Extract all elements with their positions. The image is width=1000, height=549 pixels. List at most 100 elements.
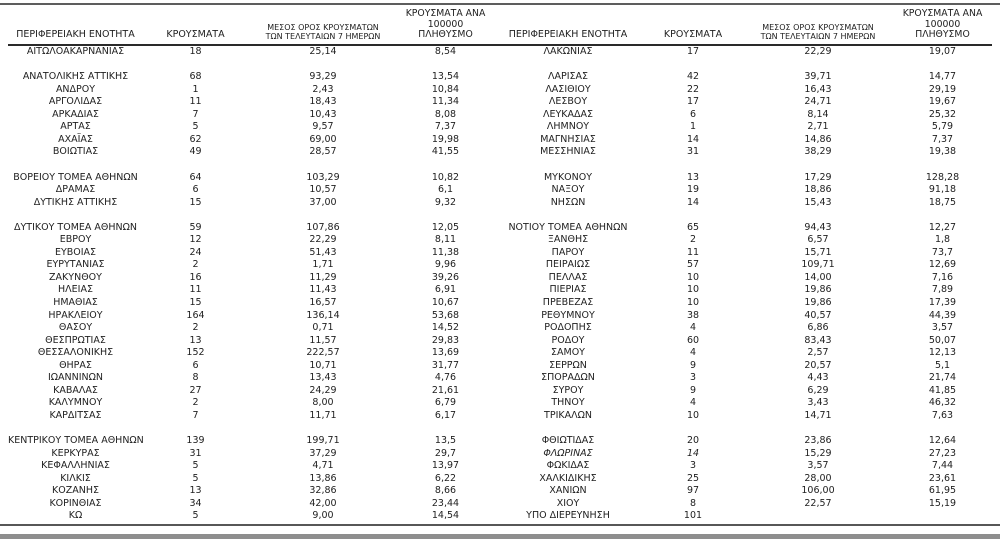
table-row: ΕΥΡΥΤΑΝΙΑΣ 2 1,71 9,96 ΠΕΙΡΑΙΩΣ 57 109,71 12,69 — [8, 259, 992, 272]
cases-cell: 7 — [192, 108, 199, 120]
per100k-cell: 61,95 — [928, 485, 957, 497]
cases-cell: 38 — [686, 309, 700, 321]
cases-cell: 65 — [686, 221, 700, 233]
table-row: ΒΟΡΕΙΟΥ ΤΟΜΕΑ ΑΘΗΝΩΝ 64 103,29 10,82 ΜΥΚΟΝΟΥ… — [8, 172, 992, 185]
per100k-cell: 10,82 — [431, 171, 460, 183]
avg7-cell: 136,14 — [306, 309, 340, 321]
cases-cell: 7 — [192, 409, 199, 421]
cases-cell: 11 — [189, 96, 202, 108]
region-cell: ΛΕΣΒΟΥ — [548, 96, 588, 108]
header-cases-left: ΚΡΟΥΣΜΑΤΑ — [166, 29, 225, 41]
region-cell: ΑΡΓΟΛΙΔΑΣ — [48, 96, 103, 108]
avg7-cell: 2,71 — [807, 121, 829, 133]
cases-cell: 4 — [689, 347, 697, 359]
region-cell — [8, 422, 143, 435]
per100k-cell — [398, 209, 493, 222]
region-cell: ΗΡΑΚΛΕΙΟΥ — [48, 309, 103, 321]
per100k-cell: 44,39 — [928, 309, 957, 321]
cases-cell: 13 — [189, 485, 202, 497]
per100k-cell: 53,68 — [431, 309, 460, 321]
region-cell: ΕΥΡΥΤΑΝΙΑΣ — [46, 259, 105, 271]
cases-cell: 164 — [186, 309, 205, 321]
table-row: ΑΙΤΩΛΟΑΚΑΡΝΑΝΙΑΣ 18 25,14 8,54 ΛΑΚΩΝΙΑΣ 17 22,… — [8, 45, 992, 59]
per100k-cell: 12,64 — [928, 435, 957, 447]
per100k-cell: 12,27 — [928, 221, 957, 233]
cases-cell: 25 — [686, 472, 700, 484]
avg7-cell: 11,71 — [309, 409, 337, 421]
header-per100k-right: ΚΡΟΥΣΜΑΤΑ ΑΝΑ 100000 ΠΛΗΘΥΣΜΟ — [902, 8, 983, 41]
per100k-cell: 9,96 — [434, 259, 457, 271]
table-row: ΚΕΦΑΛΛΗΝΙΑΣ 5 4,71 13,97 ΦΩΚΙΔΑΣ 3 3,57 7,44 — [8, 460, 992, 473]
cases-cell: 14 — [686, 133, 700, 145]
cases-cell: 20 — [686, 435, 700, 447]
cases-cell: 10 — [686, 284, 700, 296]
cases-cell: 59 — [189, 221, 202, 233]
cases-cell: 2 — [192, 322, 199, 334]
spacer-row — [8, 422, 992, 435]
avg7-cell: 8,14 — [807, 108, 829, 120]
region-cell: ΕΥΒΟΙΑΣ — [54, 246, 97, 258]
region-cell: ΣΥΡΟΥ — [552, 384, 584, 396]
per100k-cell — [893, 209, 992, 222]
table-row: ΑΡΓΟΛΙΔΑΣ 11 18,43 11,34 ΛΕΣΒΟΥ 17 24,71 19,67 — [8, 96, 992, 109]
region-cell: ΒΟΡΕΙΟΥ ΤΟΜΕΑ ΑΘΗΝΩΝ — [13, 171, 138, 183]
table-row: ΖΑΚΥΝΘΟΥ 16 11,29 39,26 ΠΕΛΛΑΣ 10 14,00 7,16 — [8, 272, 992, 285]
avg7-cell: 9,00 — [312, 510, 334, 522]
table-row: ΚΑΛΥΜΝΟΥ 2 8,00 6,79 ΤΗΝΟΥ 4 3,43 46,32 — [8, 397, 992, 410]
region-cell: ΝΑΞΟΥ — [551, 184, 585, 196]
table-row: ΑΡΚΑΔΙΑΣ 7 10,43 8,08 ΛΕΥΚΑΔΑΣ 6 8,14 25,32 — [8, 109, 992, 122]
per100k-cell: 128,28 — [925, 171, 960, 183]
avg7-cell: 4,43 — [807, 372, 829, 384]
per100k-cell: 13,69 — [431, 347, 460, 359]
region-cell: ΠΕΙΡΑΙΩΣ — [545, 259, 591, 271]
cases-cell: 18 — [189, 46, 202, 58]
cases-cell: 57 — [686, 259, 700, 271]
region-cell: ΠΙΕΡΙΑΣ — [549, 284, 587, 296]
region-cell: ΤΗΝΟΥ — [551, 397, 585, 409]
region-cell: ΜΑΓΝΗΣΙΑΣ — [540, 133, 596, 145]
cases-cell: 49 — [189, 146, 202, 158]
table-row: ΔΥΤΙΚΗΣ ΑΤΤΙΚΗΣ 15 37,00 9,32 ΝΗΣΩΝ 14 15,43 18… — [8, 197, 992, 210]
per100k-cell — [398, 422, 493, 435]
region-cell: ΚΑΡΔΙΤΣΑΣ — [49, 409, 102, 421]
per100k-cell: 50,07 — [928, 334, 957, 346]
region-cell: ΗΜΑΘΙΑΣ — [53, 297, 98, 308]
avg7-cell: 28,57 — [309, 146, 337, 158]
table-row: ΑΧΑΪΑΣ 62 69,00 19,98 ΜΑΓΝΗΣΙΑΣ 14 14,86 7,37 — [8, 134, 992, 147]
per100k-cell: 17,39 — [928, 297, 957, 308]
region-cell — [493, 209, 643, 222]
region-cell: ΘΕΣΠΡΩΤΙΑΣ — [45, 334, 106, 346]
cases-cell: 2 — [192, 259, 199, 271]
region-cell: ΧΑΛΚΙΔΙΚΗΣ — [539, 472, 597, 484]
cases-cell: 2 — [192, 397, 199, 409]
cases-cell: 6 — [192, 184, 199, 196]
region-cell: ΛΗΜΝΟΥ — [546, 121, 590, 133]
bottom-divider — [0, 523, 1000, 527]
cases-cell: 6 — [192, 359, 199, 371]
table-row: ΗΛΕΙΑΣ 11 11,43 6,91 ΠΙΕΡΙΑΣ 10 19,86 7,89 — [8, 284, 992, 297]
avg7-cell: 20,57 — [804, 359, 832, 371]
region-cell: ΚΟΖΑΝΗΣ — [52, 485, 99, 497]
avg7-cell — [743, 510, 893, 523]
avg7-cell: 22,29 — [804, 46, 832, 58]
per100k-cell — [398, 159, 493, 172]
per100k-cell: 39,26 — [431, 271, 460, 283]
cases-cell: 16 — [189, 271, 202, 283]
region-cell — [493, 59, 643, 72]
per100k-cell: 91,18 — [928, 184, 957, 196]
region-cell: ΣΠΟΡΑΔΩΝ — [541, 372, 595, 384]
region-cell: ΒΟΙΩΤΙΑΣ — [52, 146, 99, 158]
per100k-cell: 4,76 — [434, 372, 457, 384]
avg7-cell: 8,00 — [312, 397, 334, 409]
region-cell: ΣΑΜΟΥ — [551, 347, 585, 359]
avg7-cell — [248, 422, 398, 435]
region-cell — [8, 59, 143, 72]
avg7-cell: 40,57 — [804, 309, 832, 321]
region-cell: ΦΘΙΩΤΙΔΑΣ — [541, 435, 595, 447]
cases-cell: 10 — [686, 297, 700, 308]
table-row: ΑΝΑΤΟΛΙΚΗΣ ΑΤΤΙΚΗΣ 68 93,29 13,54 ΛΑΡΙΣΑΣ 42 3… — [8, 71, 992, 84]
per100k-cell: 12,69 — [928, 259, 957, 271]
cases-cell: 27 — [189, 384, 202, 396]
cases-cell: 4 — [689, 397, 697, 409]
